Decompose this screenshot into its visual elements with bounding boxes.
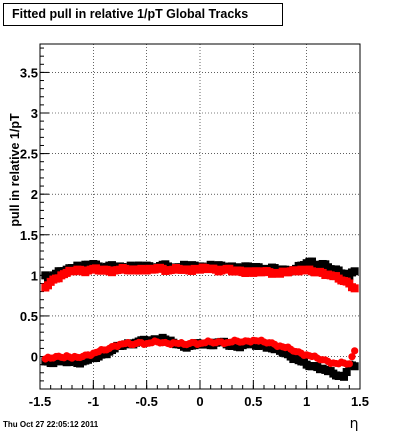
y-tick-label: 0.5 — [20, 309, 38, 324]
y-tick-label: 1.5 — [20, 228, 38, 243]
y-axis-label: pull in relative 1/pT — [8, 113, 22, 227]
y-tick-label: 2.5 — [20, 147, 38, 162]
data-points — [41, 257, 359, 381]
tick-labels: -1.5 -1 -0.5 0 0.5 1 1.5 0 0.5 1 1.5 2 2.5 3 3.5 — [20, 65, 369, 409]
x-tick-label: 1 — [303, 394, 310, 409]
data-point — [345, 360, 353, 368]
chart-title: Fitted pull in relative 1/pT Global Trac… — [3, 3, 283, 26]
grid-lines — [40, 44, 360, 389]
data-point — [351, 347, 359, 355]
data-point — [340, 372, 348, 381]
x-tick-label: -1 — [88, 394, 100, 409]
y-tick-label: 0 — [31, 350, 38, 365]
series-3 — [41, 336, 359, 368]
data-point — [350, 284, 359, 293]
x-tick-label: 0 — [196, 394, 203, 409]
x-tick-label: -1.5 — [29, 394, 51, 409]
series-2 — [41, 263, 359, 293]
y-tick-label: 1 — [31, 268, 38, 283]
x-tick-label: -0.5 — [135, 394, 157, 409]
data-point — [342, 368, 351, 377]
x-tick-label: 1.5 — [351, 394, 369, 409]
y-tick-label: 3 — [31, 106, 38, 121]
y-tick-label: 2 — [31, 187, 38, 202]
y-tick-label: 3.5 — [20, 65, 38, 80]
x-tick-label: 0.5 — [244, 394, 262, 409]
x-axis-label: η — [350, 416, 359, 432]
data-point — [348, 353, 356, 361]
timestamp: Thu Oct 27 22:05:12 2011 — [3, 420, 99, 429]
data-point — [350, 362, 359, 371]
data-point — [350, 267, 359, 276]
